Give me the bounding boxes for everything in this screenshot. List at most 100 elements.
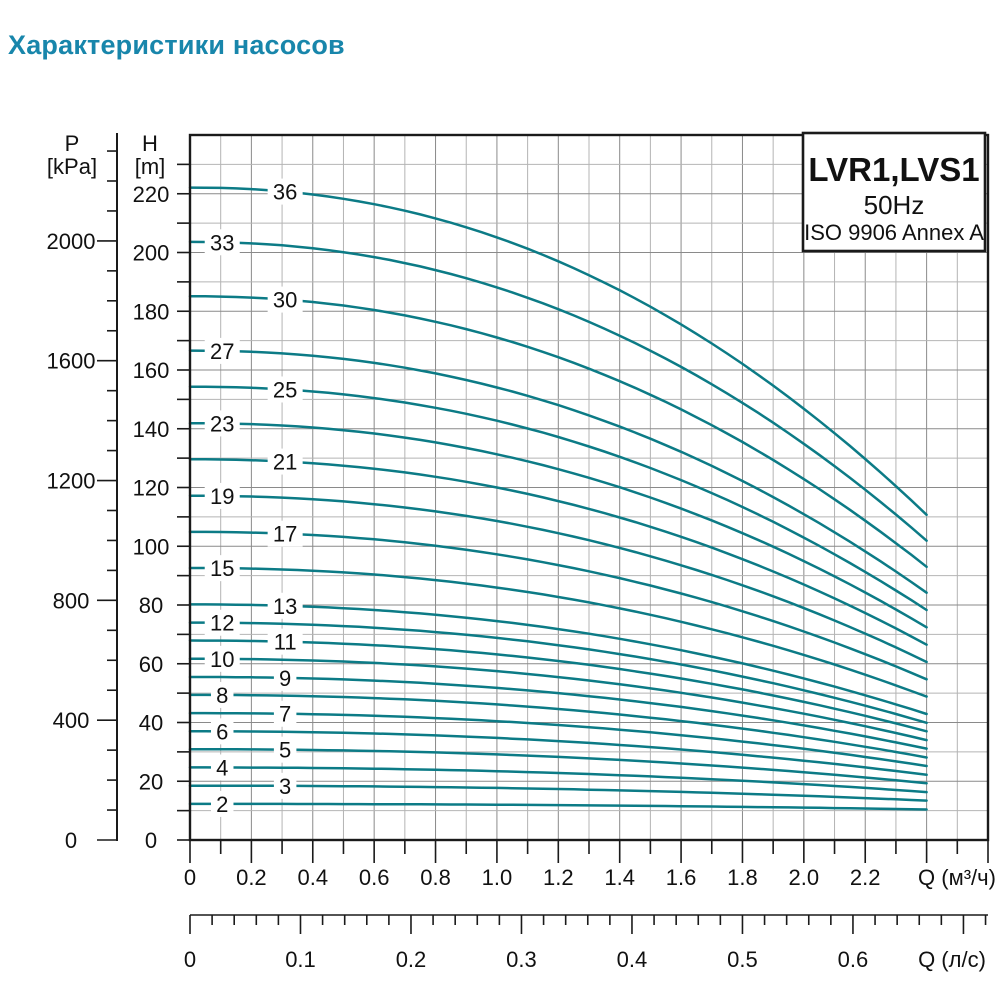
curve-label-5: 5 [279,738,291,763]
q-m3h-axis-title: Q (м³/ч) [918,865,996,890]
pump-curve-36 [188,186,928,517]
h-tick-label: 200 [133,241,170,266]
q-ls-tick-label: 0.2 [396,947,427,972]
curve-label-halo [204,410,240,437]
h-tick-label: 120 [133,476,170,501]
pump-curve-10 [188,657,928,742]
curve-label-halo [267,376,303,403]
h-axis-unit: [m] [135,154,166,179]
curve-label-9: 9 [279,666,291,691]
p-axis: 0 400 800 1200 1600 2000 [47,133,118,853]
curve-label-12: 12 [210,611,234,636]
q-ls-axis-title: Q (л/с) [918,947,986,972]
q-m3h-tick-label: 1.6 [666,865,697,890]
h-axis-label: H [142,131,158,156]
curve-label-23: 23 [210,411,234,436]
q-ls-tick-label: 0.6 [838,947,869,972]
curve-label-halo [210,718,234,745]
legend-frequency: 50Hz [864,190,925,220]
pump-curve-5 [188,747,928,785]
pump-curve-33 [188,240,928,542]
q-ls-tick-label: 0 [184,947,196,972]
pump-curve-8 [188,693,928,759]
curve-label-halo [267,448,303,475]
pump-curve-25 [188,385,928,612]
curve-label-11: 11 [274,630,297,655]
h-tick-label: 0 [145,828,157,853]
pump-curve-23 [188,421,928,629]
curve-label-halo [267,592,303,619]
q-ls-tick-label: 0.5 [727,947,758,972]
p-tick-label: 1600 [47,349,96,374]
curve-label-halo [204,482,240,509]
curve-label-halo [204,609,240,636]
h-tick-label: 80 [139,593,163,618]
q-ls-axis: 0 0.1 0.2 0.3 0.4 0.5 0.6 [184,914,988,972]
pump-curve-2 [188,802,928,811]
legend-standard: ISO 9906 Annex A [804,220,984,245]
curve-label-halo [273,772,297,799]
h-tick-label: 220 [133,182,170,207]
q-m3h-tick-label: 2.2 [850,865,881,890]
p-axis-unit: [kPa] [47,154,97,179]
curve-label-27: 27 [210,339,234,364]
curve-label-10: 10 [210,647,234,672]
h-tick-label: 40 [139,711,163,736]
pump-curve-17 [188,530,928,681]
q-ls-tick-label: 0.1 [285,947,316,972]
q-ls-tick-label: 0.4 [617,947,648,972]
pump-curve-11 [188,639,928,733]
curve-label-6: 6 [216,719,228,744]
curve-stage-labels: 36 33 30 27 25 23 21 19 17 15 13 12 11 10 9 8 7 6 5 4 3 2 [204,178,303,817]
q-m3h-tick-label: 0.4 [297,865,328,890]
curve-label-halo [267,178,303,205]
legend-box: LVR1,LVS1 50Hz ISO 9906 Annex A [801,131,987,253]
q-m3h-tick-label: 2.0 [789,865,820,890]
pump-curves [188,186,928,811]
h-tick-label: 180 [133,299,170,324]
curve-label-halo [210,681,234,708]
pump-curve-19 [188,494,928,664]
p-tick-label: 1200 [47,469,96,494]
pump-curve-4 [188,766,928,794]
curve-label-17: 17 [273,522,297,547]
p-tick-label: 0 [65,828,77,853]
curve-label-15: 15 [210,556,234,581]
q-m3h-tick-label: 1.8 [727,865,758,890]
pump-curve-7 [188,711,928,768]
curve-label-25: 25 [273,377,297,402]
q-m3h-tick-label: 0.8 [420,865,451,890]
q-m3h-tick-label: 1.4 [604,865,635,890]
q-m3h-tick-label: 1.2 [543,865,574,890]
curve-label-30: 30 [273,288,297,313]
p-tick-label: 2000 [47,229,96,254]
q-m3h-tick-label: 1.0 [482,865,513,890]
h-tick-label: 140 [133,417,170,442]
legend-model: LVR1,LVS1 [808,151,979,188]
curve-label-21: 21 [273,450,297,475]
h-axis: 0 20 40 60 80 100 120 140 160 180 200 220 [133,163,190,853]
pump-curve-3 [188,784,928,802]
curve-label-halo [204,229,240,256]
curve-label-33: 33 [210,230,234,255]
p-tick-label: 800 [53,588,90,613]
q-m3h-tick-label: 0 [184,865,196,890]
pump-curve-15 [188,566,928,698]
curve-label-halo [273,700,297,727]
pump-curve-21 [188,458,928,646]
curve-label-halo [210,754,234,781]
curve-label-halo [273,736,297,763]
q-m3h-tick-label: 0.6 [359,865,390,890]
q-m3h-tick-label: 0.2 [236,865,267,890]
legend-frame [801,131,987,253]
curve-label-7: 7 [279,702,291,727]
curve-label-19: 19 [210,484,234,509]
q-ls-tick-label: 0.3 [506,947,537,972]
curve-label-halo [267,628,303,655]
h-tick-label: 160 [133,358,170,383]
curve-label-halo [204,555,240,582]
h-tick-label: 20 [139,769,163,794]
curve-label-halo [210,790,234,817]
h-tick-label: 100 [133,534,170,559]
